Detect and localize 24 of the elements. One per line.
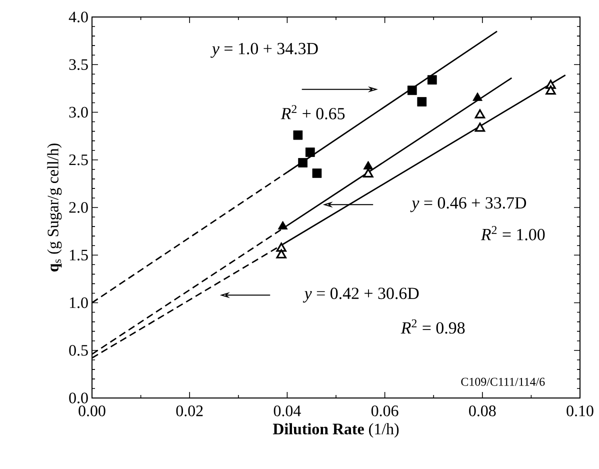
y-tick-label: 1.0 xyxy=(70,297,88,308)
x-tick-label: 0.02 xyxy=(176,406,203,416)
annotation: y = 0.42 + 30.6D xyxy=(302,288,419,303)
annotation: y = 0.46 + 33.7D xyxy=(410,197,526,212)
x-tick-label: 0.04 xyxy=(274,406,301,416)
y-tick-label: 3.5 xyxy=(69,59,88,70)
x-tick-label: 0.00 xyxy=(78,406,106,416)
y-tick-label: 1.5 xyxy=(70,250,88,260)
y-axis-title: q$_{s}$ (g Sugar/g cell/h) xyxy=(47,144,62,272)
annotation: y = 1.0 + 34.3D xyxy=(210,42,318,58)
x-tick-label: 0.10 xyxy=(566,406,594,416)
annotation: R$^{2}$ + 0.65 xyxy=(280,105,345,120)
annotation: R$^{2}$ = 0.98 xyxy=(400,319,465,334)
x-tick-label: 0.06 xyxy=(371,406,398,416)
y-tick-label: 2.0 xyxy=(69,202,88,213)
y-tick-label: 0.5 xyxy=(69,344,88,356)
y-tick-label: 4.0 xyxy=(68,12,88,22)
x-tick-label: 0.08 xyxy=(469,406,496,416)
y-tick-label: 3.0 xyxy=(69,106,88,118)
annotation: C109/C111/114/6 xyxy=(461,378,545,386)
y-tick-label: 0.0 xyxy=(69,392,88,404)
y-tick-label: 2.5 xyxy=(69,154,88,166)
annotation: R$^{2}$ = 1.00 xyxy=(480,226,545,240)
x-axis-title: Dilution Rate (1/h) xyxy=(272,423,399,438)
